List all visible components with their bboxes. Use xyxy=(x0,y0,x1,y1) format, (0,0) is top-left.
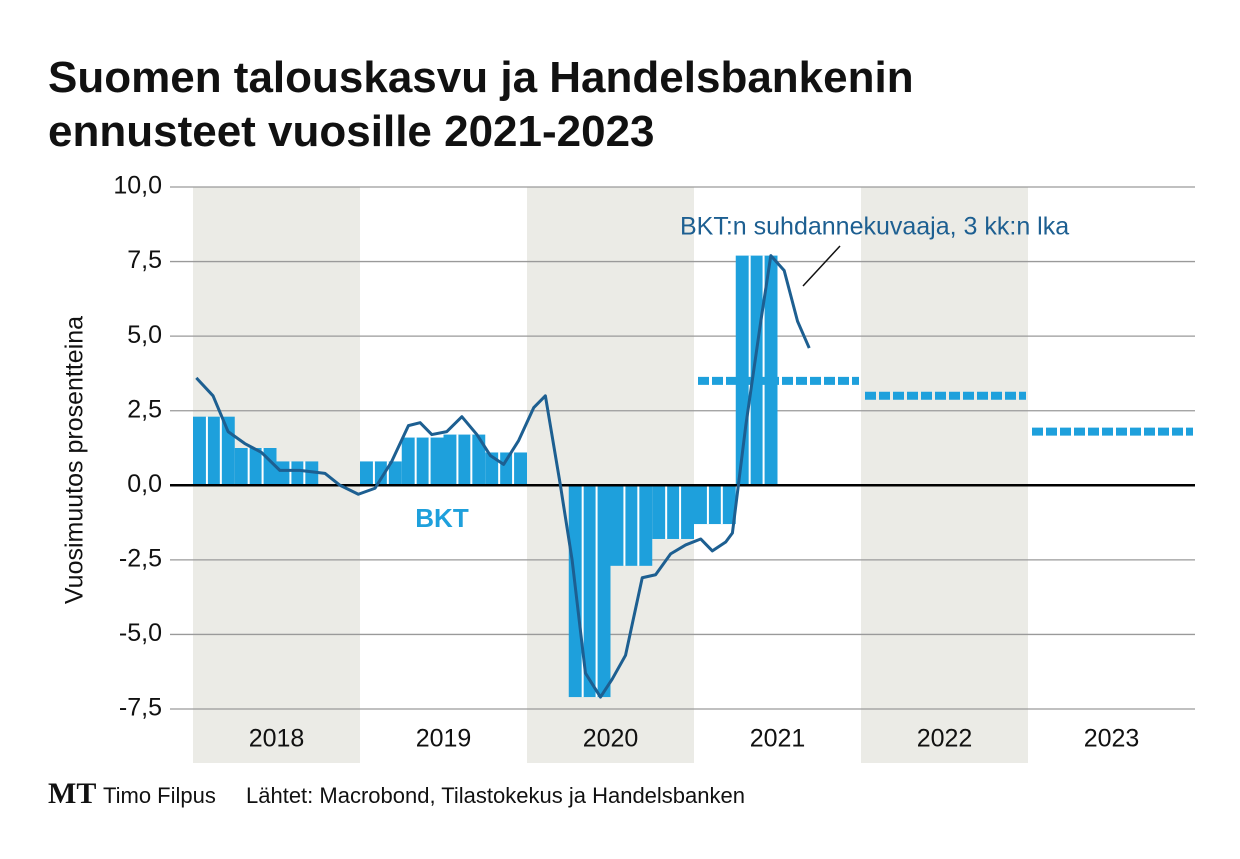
y-tick-label: 0,0 xyxy=(127,470,162,498)
bar xyxy=(401,437,444,486)
bar xyxy=(443,434,486,486)
y-tick-label: 7,5 xyxy=(127,246,162,274)
y-tick-label: 2,5 xyxy=(127,395,162,423)
x-tick-label: 2022 xyxy=(917,725,973,753)
bars-label: BKT xyxy=(415,503,469,533)
leader-line xyxy=(802,245,841,287)
source: Lähtet: Macrobond, Tilastokekus ja Hande… xyxy=(246,783,745,808)
author: Timo Filpus xyxy=(103,783,216,808)
bar xyxy=(360,461,402,486)
x-tick-label: 2018 xyxy=(249,725,305,753)
y-axis-label: Vuosimuutos prosentteina xyxy=(61,316,89,604)
bar xyxy=(694,485,736,525)
chart-title: Suomen talouskasvu ja Handelsbankenin xyxy=(48,53,914,102)
x-tick-label: 2020 xyxy=(583,725,639,753)
y-tick-label: -5,0 xyxy=(119,619,162,647)
bar xyxy=(652,485,694,539)
y-tick-label: -7,5 xyxy=(119,694,162,722)
bar xyxy=(234,448,277,486)
x-tick-label: 2023 xyxy=(1084,725,1140,753)
y-tick-label: 10,0 xyxy=(113,172,162,200)
year-band xyxy=(861,187,1028,763)
y-tick-label: -2,5 xyxy=(119,544,162,572)
x-tick-label: 2019 xyxy=(416,725,472,753)
bar xyxy=(193,416,235,486)
y-tick-label: 5,0 xyxy=(127,321,162,349)
logo: MT xyxy=(48,777,96,810)
line xyxy=(195,254,811,699)
bar xyxy=(276,461,319,486)
line-label: BKT:n suhdannekuvaaja, 3 kk:n lka xyxy=(680,213,1069,241)
x-tick-label: 2021 xyxy=(750,725,806,753)
bar xyxy=(610,485,653,566)
chart-title: ennusteet vuosille 2021-2023 xyxy=(48,107,655,156)
